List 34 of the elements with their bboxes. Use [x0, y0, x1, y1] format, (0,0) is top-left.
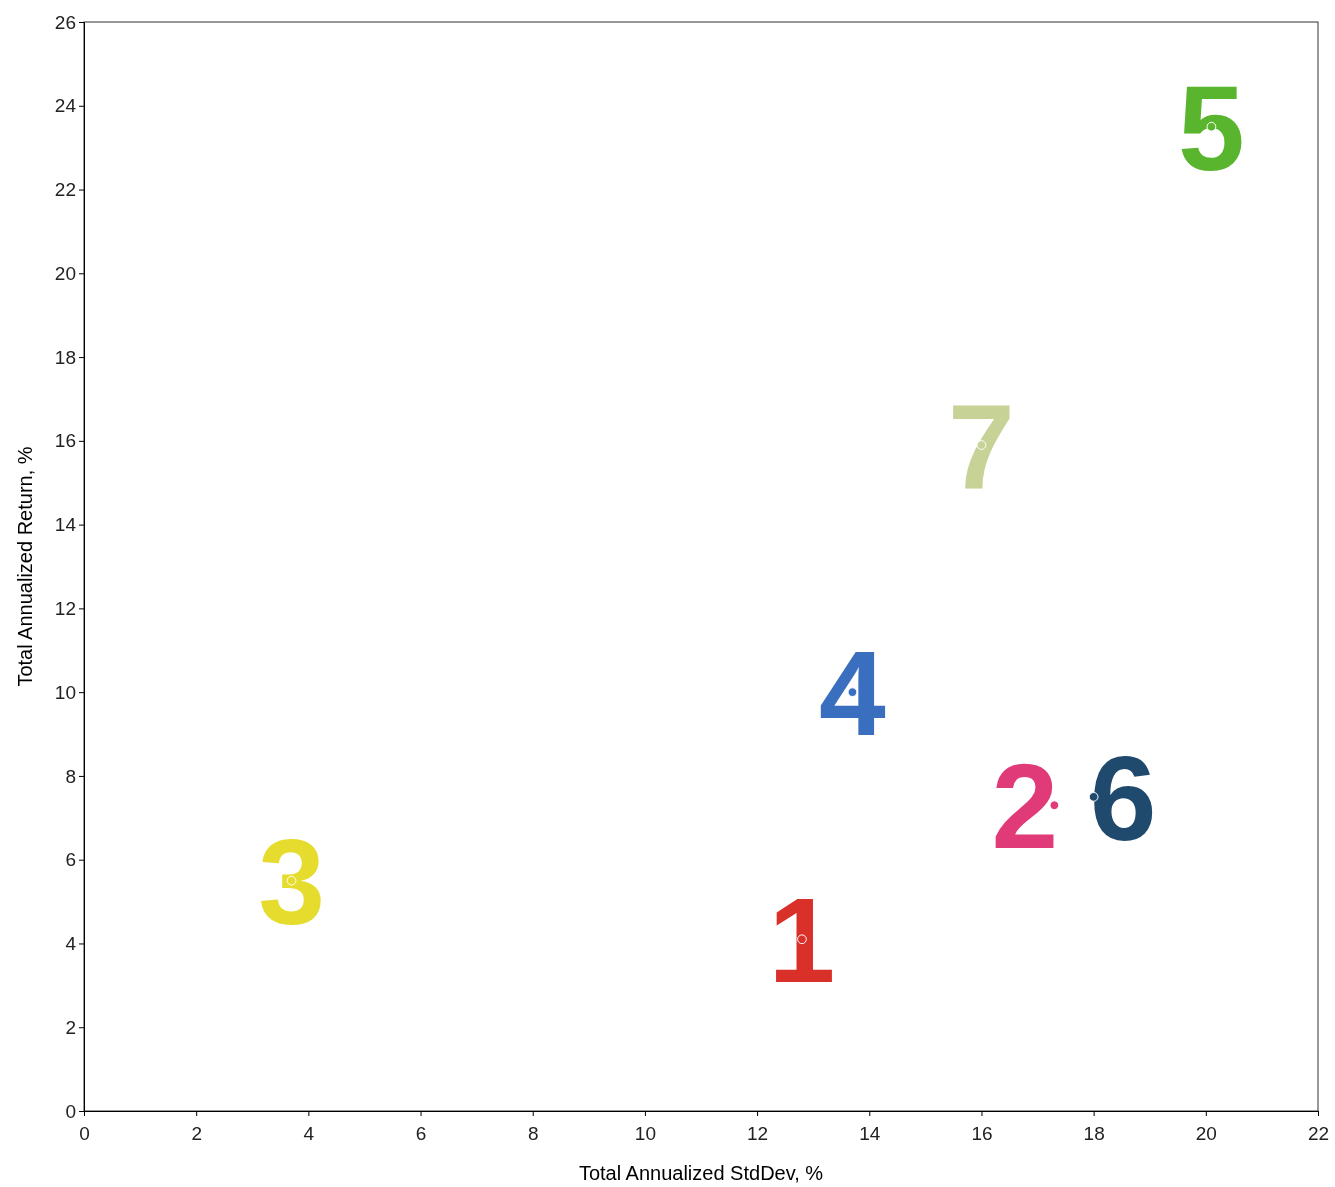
x-tick-label: 10: [634, 1122, 656, 1144]
series-label: 6: [1089, 731, 1157, 866]
series-label: 3: [258, 814, 325, 949]
y-tick-label: 0: [65, 1100, 76, 1122]
x-tick-label: 18: [1083, 1122, 1105, 1144]
y-tick-label: 6: [65, 849, 76, 871]
x-tick-label: 16: [971, 1122, 993, 1144]
series-label: 4: [819, 626, 887, 761]
y-tick-label: 4: [65, 933, 77, 955]
y-tick-label: 20: [54, 262, 76, 284]
y-tick-label: 12: [54, 597, 76, 619]
x-tick-label: 20: [1195, 1122, 1217, 1144]
series-label: 1: [768, 873, 836, 1008]
x-tick-label: 2: [191, 1122, 202, 1144]
y-axis-title: Total Annualized Return, %: [14, 446, 36, 687]
series-label: 7: [948, 379, 1015, 514]
x-axis-title: Total Annualized StdDev, %: [578, 1162, 824, 1184]
x-tick-label: 8: [527, 1122, 539, 1144]
x-tick-label: 14: [859, 1122, 881, 1144]
y-tick-label: 16: [54, 430, 76, 452]
x-tick-label: 4: [303, 1122, 315, 1144]
y-tick-label: 10: [54, 681, 76, 703]
y-tick-label: 22: [54, 179, 76, 201]
y-tick-label: 14: [54, 514, 77, 536]
series-label: 2: [991, 739, 1059, 874]
y-tick-label: 18: [54, 346, 76, 368]
y-tick-label: 2: [65, 1016, 76, 1038]
y-tick-label: 8: [65, 765, 76, 787]
x-tick-label: 12: [747, 1122, 769, 1144]
x-tick-label: 6: [415, 1122, 427, 1144]
x-tick-label: 22: [1307, 1122, 1330, 1144]
series-label: 5: [1178, 60, 1245, 195]
y-tick-label: 26: [54, 11, 76, 33]
y-tick-label: 24: [54, 95, 77, 117]
